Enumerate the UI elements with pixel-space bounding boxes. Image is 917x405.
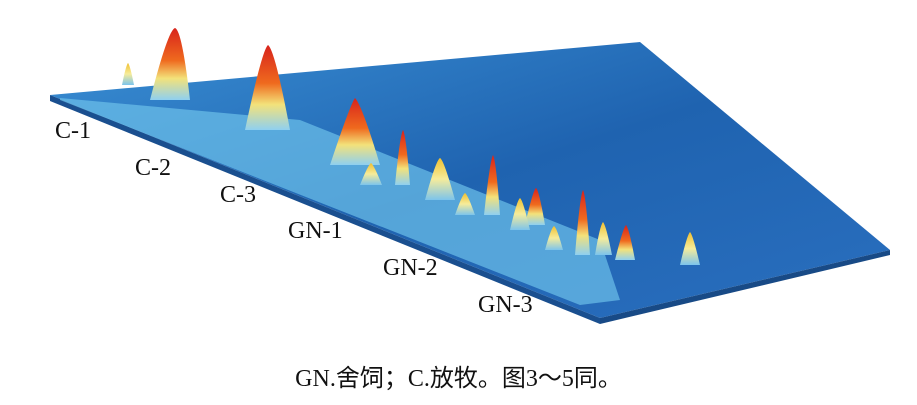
front-edge — [50, 95, 600, 324]
peak — [595, 222, 612, 255]
peak — [122, 63, 134, 85]
peaks — [122, 28, 700, 265]
figure-caption: GN.舍饲；C.放牧。图3～5同。 — [295, 366, 622, 392]
sample-label: GN-1 — [288, 218, 343, 244]
peak — [680, 232, 700, 265]
peak — [615, 225, 635, 260]
sample-label: C-3 — [220, 182, 256, 208]
peak — [360, 163, 382, 185]
noise-band — [60, 98, 620, 305]
peak — [575, 190, 590, 255]
sample-label: C-2 — [135, 155, 171, 181]
peak — [455, 193, 475, 215]
sample-label: GN-2 — [383, 255, 438, 281]
sample-label: GN-3 — [478, 292, 533, 318]
peak — [525, 188, 545, 225]
sample-label: C-1 — [55, 118, 91, 144]
peak — [150, 28, 190, 100]
peak — [245, 45, 290, 130]
peak — [395, 130, 410, 185]
peak — [425, 158, 455, 200]
peak — [330, 98, 380, 165]
right-edge — [600, 250, 890, 324]
peak — [545, 226, 563, 250]
peak — [510, 198, 530, 230]
peak — [484, 155, 500, 215]
